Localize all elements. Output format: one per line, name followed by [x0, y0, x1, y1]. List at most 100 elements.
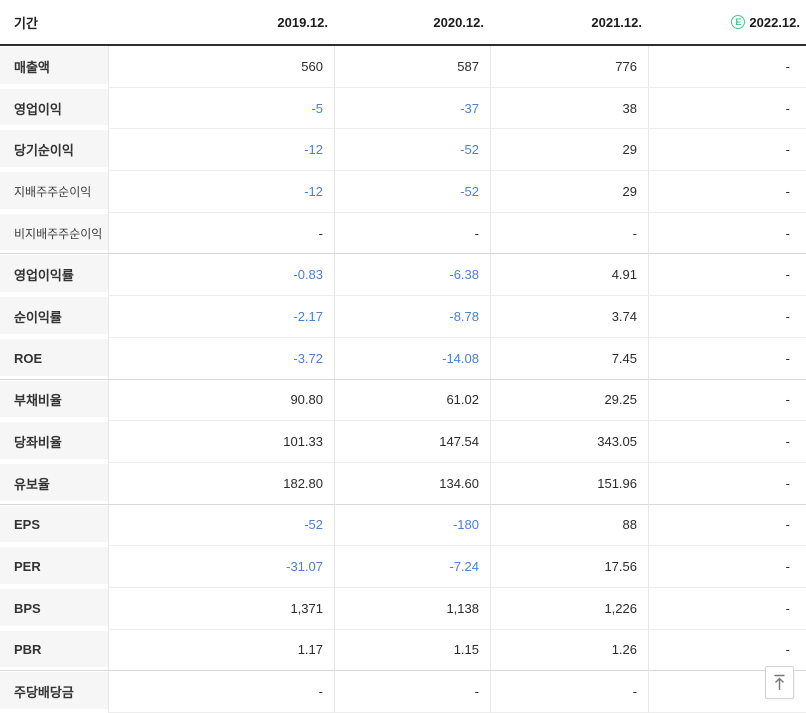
- table-row-16: 주당배당금 - - - -: [0, 671, 806, 713]
- value-cell-year-estimate: -: [648, 129, 806, 172]
- value-cell-year-1: 182.80: [108, 462, 334, 505]
- value-cell-year-2: -180: [334, 504, 490, 547]
- row-label: 지배주주순이익: [14, 184, 92, 199]
- estimate-badge-icon: E: [731, 15, 746, 29]
- value-cell-year-3: 38: [490, 87, 648, 130]
- year-label: 2020.12.: [433, 14, 484, 30]
- year-label: 2022.12.: [749, 14, 800, 30]
- value-cell-year-estimate: -: [648, 629, 806, 672]
- row-label-cell: 당좌비율: [0, 421, 108, 463]
- value-cell-year-2: -7.24: [334, 546, 490, 588]
- value-cell-year-3: 151.96: [490, 462, 648, 505]
- value-cell-year-2: -: [334, 212, 490, 255]
- row-label-cell: PBR: [0, 630, 108, 672]
- value-cell-year-1: 1.17: [108, 629, 334, 672]
- value-cell-year-2: -52: [334, 129, 490, 172]
- value-cell-year-estimate: -: [648, 87, 806, 130]
- value-cell-year-2: 61.02: [334, 379, 490, 422]
- value-cell-year-estimate: -: [648, 171, 806, 213]
- row-label-cell: 지배주주순이익: [0, 171, 108, 213]
- value-cell-year-2: 134.60: [334, 462, 490, 505]
- row-label: 매출액: [14, 59, 50, 75]
- row-label: 순이익률: [14, 309, 62, 325]
- value-cell-year-3: 1,226: [490, 587, 648, 630]
- row-label: PER: [14, 559, 41, 575]
- row-label-cell: 비지배주주순이익: [0, 213, 108, 255]
- value-cell-year-estimate: -: [648, 337, 806, 380]
- period-column-header: 기간: [14, 15, 38, 31]
- value-cell-year-1: 560: [108, 46, 334, 88]
- row-label-cell: 영업이익: [0, 88, 108, 130]
- table-row-6: 영업이익률 -0.83 -6.38 4.91 -: [0, 254, 806, 297]
- value-cell-year-1: -2.17: [108, 296, 334, 338]
- value-cell-year-3: 88: [490, 504, 648, 547]
- value-cell-year-3: 7.45: [490, 337, 648, 380]
- value-cell-year-1: -31.07: [108, 546, 334, 588]
- row-label: 부채비율: [14, 393, 62, 409]
- value-cell-year-1: 101.33: [108, 421, 334, 463]
- value-cell-year-2: -52: [334, 171, 490, 213]
- value-cell-year-estimate: -: [648, 587, 806, 630]
- row-label-cell: 유보율: [0, 463, 108, 505]
- row-label: EPS: [14, 517, 41, 533]
- table-row-1: 매출액 560 587 776 -: [0, 46, 806, 88]
- value-cell-year-1: 90.80: [108, 379, 334, 422]
- value-cell-year-1: -3.72: [108, 337, 334, 380]
- value-cell-year-1: -12: [108, 171, 334, 213]
- row-label-cell: 주당배당금: [0, 671, 108, 713]
- row-label: 영업이익: [14, 101, 62, 117]
- table-row-14: BPS 1,371 1,138 1,226 -: [0, 587, 806, 630]
- row-label-cell: 순이익률: [0, 296, 108, 338]
- row-label: BPS: [14, 600, 41, 616]
- table-row-9: 부채비율 90.80 61.02 29.25 -: [0, 379, 806, 422]
- value-cell-year-2: 147.54: [334, 421, 490, 463]
- value-cell-year-1: 1,371: [108, 587, 334, 630]
- value-cell-year-1: -12: [108, 129, 334, 172]
- value-cell-year-estimate: -: [648, 254, 806, 297]
- value-cell-year-estimate: -: [648, 379, 806, 422]
- value-cell-year-1: -0.83: [108, 254, 334, 297]
- value-cell-year-estimate: -: [648, 421, 806, 463]
- value-cell-year-2: 1.15: [334, 629, 490, 672]
- arrow-to-top-icon: [774, 674, 785, 690]
- value-cell-year-3: 29: [490, 171, 648, 213]
- row-label: 주당배당금: [14, 685, 74, 701]
- column-header-year-1: 2019.12.: [108, 15, 334, 30]
- table-row-13: PER -31.07 -7.24 17.56 -: [0, 546, 806, 588]
- row-label: 비지배주주순이익: [14, 226, 103, 241]
- column-header-year-estimate: E 2022.12.: [648, 15, 806, 30]
- value-cell-year-3: -: [490, 671, 648, 713]
- row-label: 영업이익률: [14, 268, 74, 284]
- row-label-cell: 영업이익률: [0, 254, 108, 297]
- value-cell-year-3: 29: [490, 129, 648, 172]
- value-cell-year-estimate: -: [648, 462, 806, 505]
- value-cell-year-estimate: -: [648, 296, 806, 338]
- value-cell-year-3: 776: [490, 46, 648, 88]
- table-row-5: 비지배주주순이익 - - - -: [0, 212, 806, 255]
- table-body: 매출액 560 587 776 - 영업이익 -5 -37 38 - 당기순이익…: [0, 46, 806, 713]
- row-label-cell: 당기순이익: [0, 129, 108, 172]
- value-cell-year-3: 29.25: [490, 379, 648, 422]
- value-cell-year-2: -14.08: [334, 337, 490, 380]
- year-label: 2019.12.: [277, 14, 328, 30]
- value-cell-year-estimate: -: [648, 46, 806, 88]
- value-cell-year-3: -: [490, 212, 648, 255]
- row-label-cell: BPS: [0, 588, 108, 630]
- value-cell-year-estimate: -: [648, 546, 806, 588]
- row-label-cell: 매출액: [0, 46, 108, 88]
- column-header-year-3: 2021.12.: [490, 15, 648, 30]
- column-header-year-2: 2020.12.: [334, 15, 490, 30]
- value-cell-year-1: -52: [108, 504, 334, 547]
- table-row-10: 당좌비율 101.33 147.54 343.05 -: [0, 421, 806, 463]
- table-row-4: 지배주주순이익 -12 -52 29 -: [0, 171, 806, 213]
- row-label: PBR: [14, 642, 42, 658]
- table-row-3: 당기순이익 -12 -52 29 -: [0, 129, 806, 172]
- value-cell-year-2: 587: [334, 46, 490, 88]
- table-row-2: 영업이익 -5 -37 38 -: [0, 87, 806, 130]
- value-cell-year-estimate: -: [648, 212, 806, 255]
- value-cell-year-3: 343.05: [490, 421, 648, 463]
- scroll-to-top-button[interactable]: [765, 666, 794, 699]
- value-cell-year-estimate: -: [648, 504, 806, 547]
- table-row-7: 순이익률 -2.17 -8.78 3.74 -: [0, 296, 806, 338]
